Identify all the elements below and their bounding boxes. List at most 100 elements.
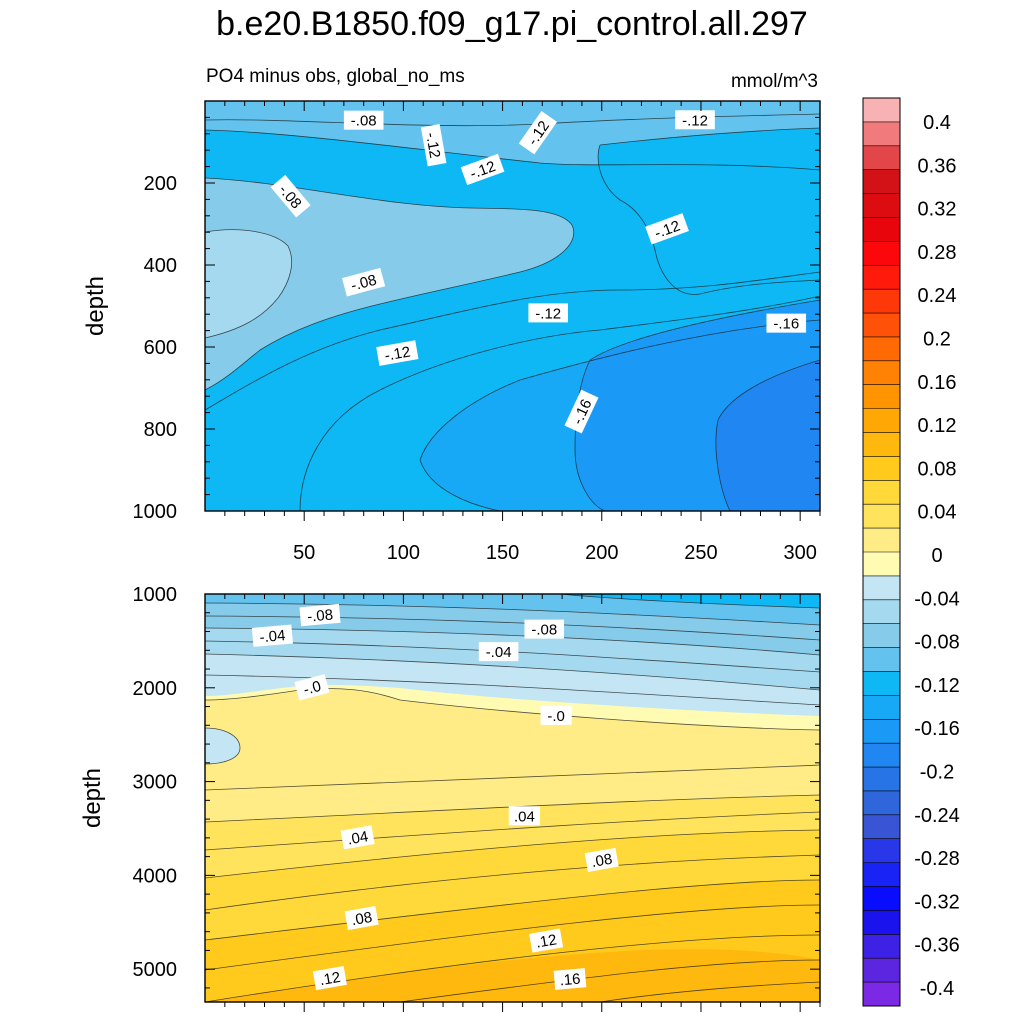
colorbar-label: 0.24 bbox=[918, 285, 957, 307]
upper-contour-fill bbox=[205, 101, 820, 511]
contour-label: .04 bbox=[340, 825, 375, 850]
svg-text:-.08: -.08 bbox=[531, 622, 557, 639]
colorbar: 0.4 0.36 0.32 0.28 0.24 0.2 0.16 0.12 0.08 0.04 0 -… bbox=[862, 97, 960, 1007]
contour-label: -.04 bbox=[478, 642, 519, 662]
colorbar-swatch bbox=[863, 982, 900, 1007]
svg-text:.12: .12 bbox=[318, 969, 341, 989]
y-tick-label: 2000 bbox=[133, 678, 178, 700]
colorbar-swatch bbox=[863, 265, 900, 290]
colorbar-frame bbox=[862, 97, 901, 1007]
contour-label: -.12 bbox=[675, 110, 715, 130]
colorbar-swatch bbox=[863, 790, 900, 816]
contour-label: -.0 bbox=[294, 674, 330, 701]
contour-label: -.08 bbox=[341, 267, 386, 297]
colorbar-swatch bbox=[863, 528, 900, 553]
colorbar-swatch bbox=[863, 623, 900, 649]
colorbar-swatch bbox=[863, 504, 900, 529]
colorbar-label: -0.4 bbox=[920, 978, 954, 1000]
y-tick-label: 800 bbox=[144, 419, 177, 441]
svg-text:.04: .04 bbox=[346, 828, 369, 848]
subtitle-right: mmol/m^3 bbox=[731, 71, 818, 92]
upper-y-label: depth bbox=[82, 276, 109, 336]
svg-text:.04: .04 bbox=[514, 808, 535, 825]
colorbar-swatch bbox=[863, 432, 900, 457]
contour-label: -.12 bbox=[528, 303, 569, 323]
y-tick-label: 600 bbox=[144, 337, 177, 359]
colorbar-swatch bbox=[863, 695, 900, 720]
colorbar-swatch bbox=[863, 121, 900, 147]
contour-label: -.16 bbox=[766, 313, 807, 333]
contour-label: -.12 bbox=[376, 340, 419, 366]
colorbar-swatch bbox=[863, 743, 900, 768]
y-tick-label: 1000 bbox=[133, 584, 178, 606]
contour-label: -.12 bbox=[420, 124, 447, 167]
colorbar-label: -0.2 bbox=[920, 762, 954, 784]
colorbar-swatch bbox=[863, 838, 900, 864]
colorbar-swatch bbox=[863, 647, 900, 672]
colorbar-swatch bbox=[863, 934, 900, 959]
subtitle-left: PO4 minus obs, global_no_ms bbox=[206, 66, 465, 87]
colorbar-swatch bbox=[863, 98, 900, 123]
colorbar-swatch bbox=[863, 480, 900, 505]
contour-label: -.12 bbox=[645, 213, 689, 245]
x-tick-label: 200 bbox=[585, 542, 618, 564]
y-tick-label: 3000 bbox=[133, 772, 178, 794]
x-tick-label: 300 bbox=[783, 542, 816, 564]
lower-plot-frame bbox=[204, 593, 821, 1003]
colorbar-swatch bbox=[863, 862, 900, 888]
svg-text:.12: .12 bbox=[535, 931, 558, 951]
colorbar-label: 0.08 bbox=[918, 458, 957, 480]
colorbar-swatch bbox=[863, 599, 900, 625]
colorbar-label: 0.04 bbox=[918, 502, 957, 524]
svg-text:-.0: -.0 bbox=[302, 678, 323, 699]
colorbar-swatch bbox=[863, 193, 900, 218]
colorbar-label: -0.16 bbox=[914, 718, 960, 740]
colorbar-label: 0.28 bbox=[918, 242, 957, 264]
colorbar-swatch bbox=[863, 289, 900, 314]
colorbar-swatch bbox=[863, 384, 900, 410]
colorbar-swatch bbox=[863, 145, 900, 171]
upper-plot-frame bbox=[204, 100, 821, 512]
colorbar-swatch bbox=[863, 241, 900, 266]
svg-text:-.08: -.08 bbox=[349, 272, 378, 295]
svg-text:.08: .08 bbox=[350, 909, 373, 929]
contour-label: .04 bbox=[508, 806, 541, 826]
svg-text:-.04: -.04 bbox=[486, 644, 512, 661]
colorbar-label: 0.32 bbox=[918, 199, 957, 221]
lower-contour-labels: -.08 -.04 -.08 -.04 -.0 -.0 .04 .04 .08 .08 .12 .12… bbox=[251, 603, 619, 991]
y-tick-label: 400 bbox=[144, 255, 177, 277]
svg-text:-.16: -.16 bbox=[773, 316, 799, 333]
contour-label: .12 bbox=[312, 965, 347, 991]
colorbar-label: 0.12 bbox=[918, 415, 957, 437]
colorbar-label: 0 bbox=[931, 545, 942, 567]
colorbar-swatch bbox=[863, 408, 900, 434]
contour-label: -.04 bbox=[251, 624, 293, 647]
contour-label: .12 bbox=[529, 928, 564, 953]
svg-text:-.12: -.12 bbox=[535, 305, 561, 322]
lower-contour-fill bbox=[205, 594, 820, 1002]
colorbar-swatch bbox=[863, 910, 900, 935]
colorbar-label: -0.28 bbox=[914, 848, 960, 870]
lower-axes: 1000 2000 3000 4000 5000 bbox=[133, 584, 821, 1012]
x-tick-label: 250 bbox=[684, 542, 717, 564]
colorbar-swatch bbox=[863, 313, 900, 338]
svg-text:-.08: -.08 bbox=[351, 113, 377, 130]
colorbar-swatch bbox=[863, 552, 900, 577]
colorbar-label: 0.36 bbox=[918, 155, 957, 177]
colorbar-swatch bbox=[863, 671, 900, 696]
upper-contour-labels: -.08-.12 -.12-.12-.12-.08-.12-.08-.12-.12… bbox=[270, 110, 807, 434]
colorbar-label: -0.08 bbox=[914, 632, 960, 654]
svg-text:.08: .08 bbox=[590, 851, 613, 871]
colorbar-label: -0.12 bbox=[914, 675, 960, 697]
svg-text:-.12: -.12 bbox=[383, 343, 411, 364]
y-tick-label: 200 bbox=[144, 173, 177, 195]
colorbar-label: -0.24 bbox=[914, 805, 960, 827]
colorbar-label: 0.16 bbox=[918, 372, 957, 394]
contour-label: .16 bbox=[553, 968, 587, 990]
svg-text:-.12: -.12 bbox=[422, 131, 443, 159]
svg-text:.16: .16 bbox=[559, 971, 581, 990]
svg-text:-.08: -.08 bbox=[306, 606, 333, 625]
upper-axes: 50 100 150 200 250 300 200 400 600 800 1000 bbox=[133, 100, 821, 564]
colorbar-label: -0.32 bbox=[914, 891, 960, 913]
